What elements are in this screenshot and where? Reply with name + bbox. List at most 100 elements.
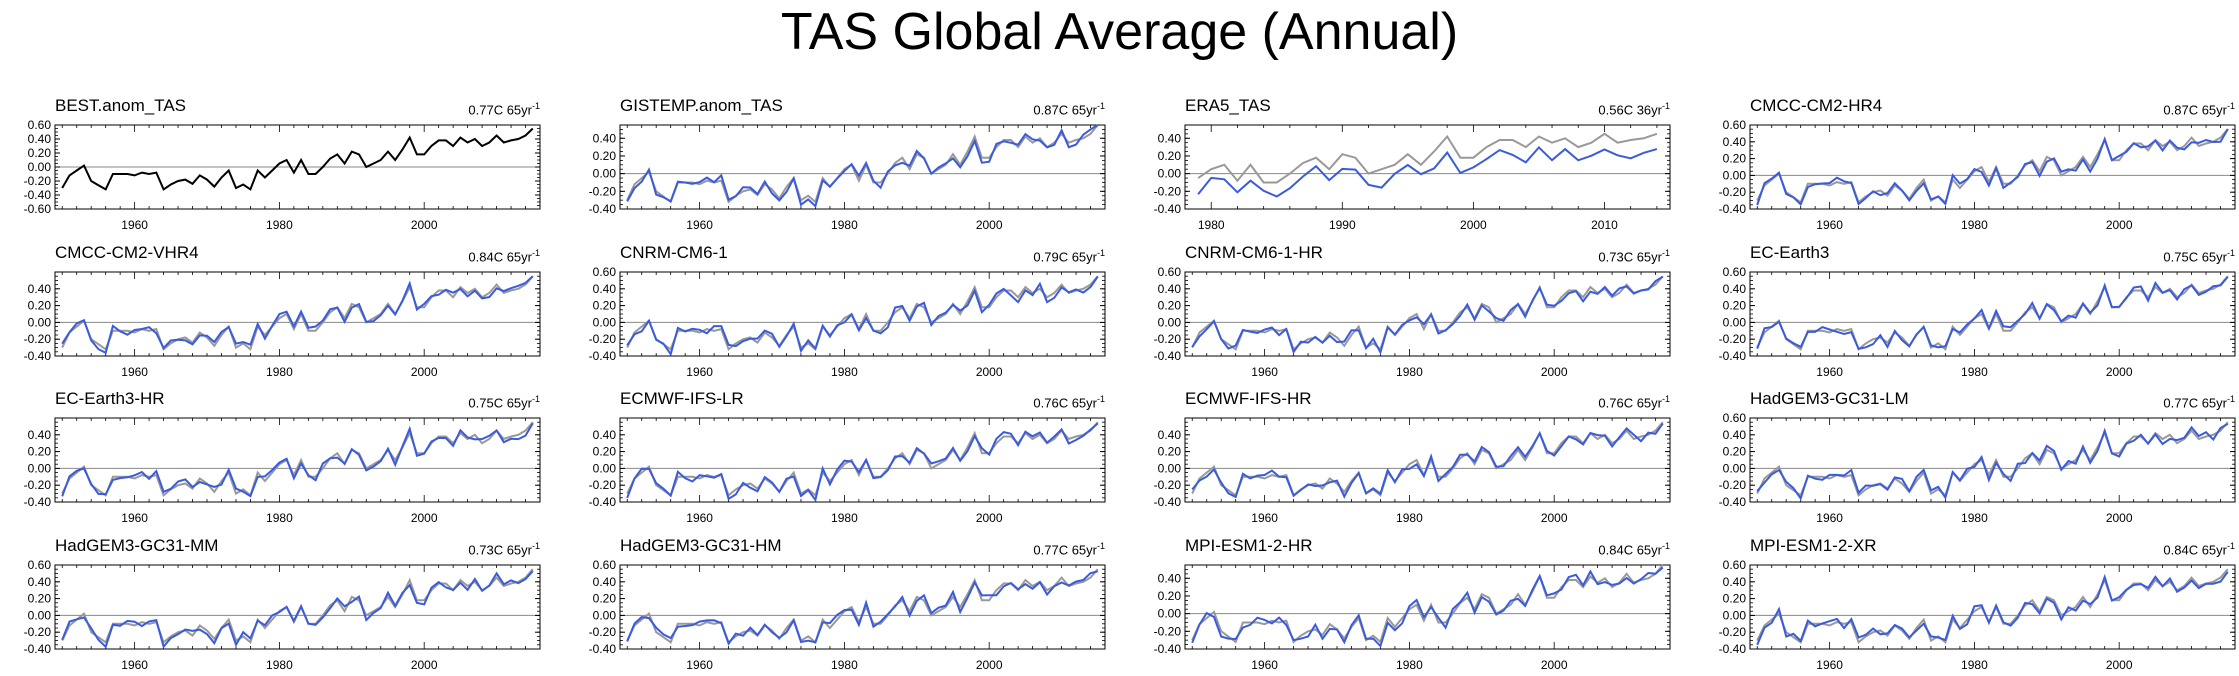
x-tick-label: 2000 xyxy=(1541,511,1568,525)
panel-trend-label: 0.76C 65yr-1 xyxy=(945,394,1105,410)
series-line-main xyxy=(1191,566,1664,648)
trend-value: 0.73C 65yr xyxy=(1598,249,1662,265)
series-line-main xyxy=(1756,423,2229,501)
y-tick-label: 0.00 xyxy=(1158,167,1182,181)
x-tick-label: 2000 xyxy=(411,511,438,525)
x-tick-label: 1960 xyxy=(1816,658,1843,672)
panel-title: ECMWF-IFS-LR xyxy=(620,389,744,408)
y-tick-label: 0.00 xyxy=(28,315,52,329)
trend-exponent: -1 xyxy=(1096,541,1105,551)
trend-exponent: -1 xyxy=(1661,101,1670,111)
y-tick-label: 0.20 xyxy=(28,592,52,606)
y-tick-label: -0.40 xyxy=(24,642,52,656)
panel-trend-label: 0.56C 36yr-1 xyxy=(1510,101,1670,117)
y-tick-label: 0.00 xyxy=(28,608,52,622)
x-tick-label: 2000 xyxy=(411,218,438,232)
panel-title: EC-Earth3 xyxy=(1750,243,1830,262)
y-tick-label: -0.20 xyxy=(24,174,52,188)
panel-trend-label: 0.77C 65yr-1 xyxy=(945,541,1105,557)
plot-frame xyxy=(1184,564,1671,650)
y-tick-label: 0.00 xyxy=(593,461,617,475)
y-tick-label: -0.40 xyxy=(1719,642,1747,656)
trend-value: 0.77C 65yr xyxy=(1033,542,1097,558)
y-tick-label: 0.60 xyxy=(593,558,617,572)
y-tick-label: 0.20 xyxy=(1723,152,1747,166)
series-line-observation xyxy=(1756,128,2229,205)
series-line-observation xyxy=(1191,421,1664,498)
y-tick-label: 0.00 xyxy=(593,167,617,181)
trend-exponent: -1 xyxy=(2226,248,2235,258)
y-tick-label: 0.60 xyxy=(1723,118,1747,132)
y-tick-label: -0.40 xyxy=(1719,202,1747,216)
trend-exponent: -1 xyxy=(1096,248,1105,258)
y-tick-label: 0.40 xyxy=(593,282,617,296)
trend-exponent: -1 xyxy=(1096,101,1105,111)
x-tick-label: 1960 xyxy=(686,658,713,672)
x-tick-label: 1980 xyxy=(831,511,858,525)
series-line-main xyxy=(626,422,1099,503)
x-tick-label: 1960 xyxy=(1816,218,1843,232)
series-line-observation xyxy=(626,421,1099,498)
plot-frame xyxy=(1184,271,1671,357)
y-tick-label: 0.40 xyxy=(1723,575,1747,589)
trend-value: 0.84C 65yr xyxy=(468,249,532,265)
trend-exponent: -1 xyxy=(2226,541,2235,551)
plot-frame xyxy=(619,417,1106,503)
y-tick-label: 0.40 xyxy=(28,132,52,146)
panel-title: HadGEM3-GC31-HM xyxy=(620,536,782,555)
trend-value: 0.79C 65yr xyxy=(1033,249,1097,265)
plot-frame xyxy=(1184,124,1671,210)
panel-trend-label: 0.77C 65yr-1 xyxy=(380,101,540,117)
x-tick-label: 1980 xyxy=(266,365,293,379)
trend-exponent: -1 xyxy=(1661,394,1670,404)
x-tick-label: 1960 xyxy=(1816,365,1843,379)
trend-exponent: -1 xyxy=(531,101,540,111)
series-line-main xyxy=(61,570,534,649)
panel-title: ERA5_TAS xyxy=(1185,96,1271,115)
y-tick-label: -0.40 xyxy=(24,188,52,202)
plot-frame xyxy=(54,417,541,503)
panel-trend-label: 0.77C 65yr-1 xyxy=(2075,394,2235,410)
series-line-main xyxy=(626,570,1099,646)
x-tick-label: 1980 xyxy=(1961,218,1988,232)
series-line-observation xyxy=(61,275,534,352)
x-tick-label: 2000 xyxy=(1460,218,1487,232)
x-tick-label: 2000 xyxy=(411,658,438,672)
y-tick-label: -0.20 xyxy=(24,332,52,346)
trend-value: 0.87C 65yr xyxy=(1033,102,1097,118)
x-tick-label: 2000 xyxy=(976,511,1003,525)
y-tick-label: -0.20 xyxy=(1719,478,1747,492)
x-tick-label: 2000 xyxy=(1541,658,1568,672)
panel-title: MPI-ESM1-2-HR xyxy=(1185,536,1313,555)
y-tick-label: -0.20 xyxy=(589,332,617,346)
x-tick-label: 2000 xyxy=(2106,511,2133,525)
x-tick-label: 1980 xyxy=(1961,511,1988,525)
series-line-main xyxy=(1197,145,1658,198)
series-line-observation xyxy=(626,275,1099,352)
y-tick-label: -0.40 xyxy=(24,349,52,363)
panel-trend-label: 0.87C 65yr-1 xyxy=(2075,101,2235,117)
y-tick-label: 0.40 xyxy=(1158,131,1182,145)
panel-title: BEST.anom_TAS xyxy=(55,96,187,115)
series-line-main xyxy=(61,275,534,355)
y-tick-label: -0.40 xyxy=(1154,495,1182,509)
y-tick-label: -0.20 xyxy=(1719,332,1747,346)
series-line-observation xyxy=(61,568,534,645)
x-tick-label: 1980 xyxy=(1961,365,1988,379)
y-tick-label: 0.40 xyxy=(1723,282,1747,296)
plot-frame xyxy=(1749,564,2236,650)
y-tick-label: 0.40 xyxy=(593,131,617,145)
plot-frame xyxy=(1749,271,2236,357)
x-tick-label: 1980 xyxy=(266,218,293,232)
y-tick-label: 0.20 xyxy=(28,146,52,160)
series-line-main xyxy=(1191,423,1664,499)
y-tick-label: -0.20 xyxy=(24,478,52,492)
y-tick-label: 0.40 xyxy=(1158,282,1182,296)
